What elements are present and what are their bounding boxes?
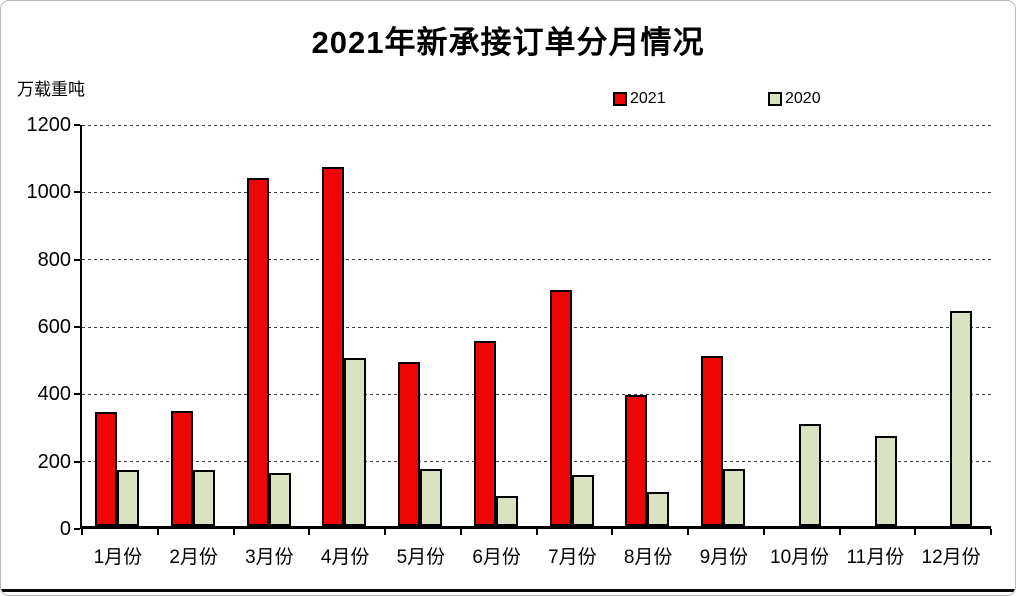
bar-2021-5月份 <box>398 362 420 526</box>
x-tick-label-7月份: 7月份 <box>548 547 597 568</box>
x-tick-mark-10 <box>838 529 841 535</box>
x-tick-mark-2 <box>232 529 235 535</box>
x-tick-mark-7 <box>611 529 614 535</box>
x-tick-mark-11 <box>914 529 917 535</box>
legend-swatch-2020-icon <box>768 92 782 106</box>
y-tick-label-1000: 1000 <box>26 181 72 204</box>
x-tick-label-8月份: 8月份 <box>623 547 673 568</box>
x-tick-mark-1 <box>156 529 159 535</box>
x-tick-mark-8 <box>687 529 689 535</box>
x-tick-label-12月份: 12月份 <box>921 547 981 568</box>
legend-swatch-2021-icon <box>613 92 627 106</box>
x-tick-mark-9 <box>762 529 765 535</box>
legend-item-2021: 2021 <box>613 90 666 107</box>
y-tick-label-400: 400 <box>37 383 71 406</box>
bar-2021-8月份 <box>625 395 648 526</box>
bar-2020-2月份 <box>192 470 215 526</box>
x-tick-mark-12 <box>990 529 992 535</box>
bar-2021-1月份 <box>95 412 117 526</box>
bar-2020-9月份 <box>723 469 745 526</box>
bar-2020-10月份 <box>798 424 821 526</box>
bar-2021-9月份 <box>701 356 723 526</box>
bar-2020-6月份 <box>495 496 518 526</box>
bar-2020-1月份 <box>117 470 139 526</box>
y-tick-label-600: 600 <box>37 316 71 338</box>
x-tick-label-5月份: 5月份 <box>396 547 446 568</box>
bar-2020-7月份 <box>571 475 594 526</box>
bar-2020-5月份 <box>420 469 442 526</box>
y-tick-mark-1000 <box>74 191 80 194</box>
bottom-divider-line <box>1 589 1015 592</box>
y-tick-label-800: 800 <box>37 248 71 271</box>
y-tick-mark-800 <box>74 258 80 261</box>
bar-2020-3月份 <box>268 473 291 526</box>
x-tick-label-11月份: 11月份 <box>846 547 905 568</box>
bar-2021-3月份 <box>246 178 269 526</box>
chart-title: 2021年新承接订单分月情况 <box>311 25 705 60</box>
legend: 2021 2020 <box>1 90 1015 108</box>
gridline-400 <box>82 393 991 395</box>
x-tick-mark-6 <box>535 529 538 535</box>
x-tick-mark-5 <box>459 529 462 535</box>
gridline-800 <box>82 259 991 261</box>
legend-label-2021: 2021 <box>630 90 666 107</box>
y-tick-label-1200: 1200 <box>26 114 72 136</box>
bar-2020-8月份 <box>647 492 670 526</box>
bar-2020-4月份 <box>344 358 367 526</box>
y-tick-mark-400 <box>74 393 80 396</box>
gridline-600 <box>82 326 991 328</box>
x-tick-label-1月份: 1月份 <box>93 547 143 568</box>
bar-2021-7月份 <box>549 290 572 526</box>
y-tick-mark-200 <box>74 460 80 463</box>
x-tick-label-10月份: 10月份 <box>770 547 830 568</box>
x-tick-label-9月份: 9月份 <box>699 547 749 568</box>
gridline-200 <box>82 461 991 463</box>
x-tick-label-3月份: 3月份 <box>245 547 294 568</box>
x-tick-label-4月份: 4月份 <box>320 547 370 568</box>
y-axis-unit-label: 万载重吨 <box>17 80 85 99</box>
plot-area <box>74 124 992 535</box>
bar-2021-2月份 <box>170 411 193 526</box>
x-tick-mark-0 <box>81 529 83 535</box>
legend-item-2020: 2020 <box>768 90 821 107</box>
bar-2020-12月份 <box>950 311 973 526</box>
bar-2020-11月份 <box>874 436 897 526</box>
legend-label-2020: 2020 <box>785 90 821 107</box>
y-tick-mark-0 <box>74 528 80 530</box>
x-tick-mark-3 <box>308 529 311 535</box>
bar-2021-4月份 <box>322 167 345 526</box>
x-tick-mark-4 <box>384 529 386 535</box>
y-tick-mark-600 <box>74 326 80 328</box>
bar-2021-6月份 <box>473 341 496 526</box>
gridline-1000 <box>82 191 991 193</box>
y-tick-label-200: 200 <box>37 450 71 473</box>
x-tick-label-6月份: 6月份 <box>472 547 521 568</box>
y-tick-mark-1200 <box>74 124 80 126</box>
y-tick-label-0: 0 <box>59 518 71 540</box>
x-tick-label-2月份: 2月份 <box>169 547 218 568</box>
gridline-1200 <box>82 124 991 126</box>
